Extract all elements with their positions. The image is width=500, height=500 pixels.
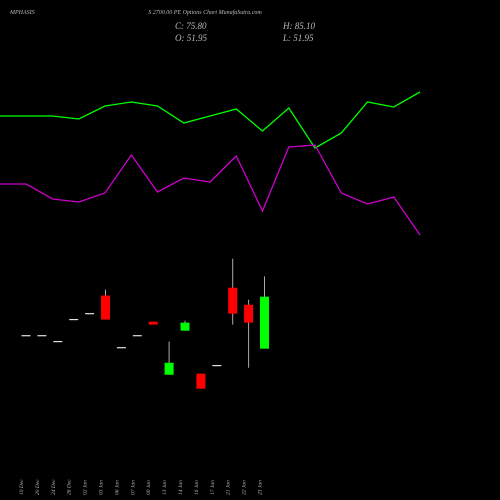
candle-body: [101, 295, 110, 320]
x-tick-label: 06 Jan: [114, 480, 120, 495]
x-tick-label: 26 Dec: [67, 479, 73, 495]
candle-body: [196, 373, 206, 389]
x-tick-label: 17 Jan: [210, 480, 216, 495]
candle-body: [116, 347, 126, 349]
candle-body: [228, 287, 238, 314]
candle-body: [85, 313, 95, 315]
x-tick-label: 09 Jan: [146, 480, 152, 495]
candle-body: [260, 296, 269, 349]
candle-body: [212, 364, 222, 367]
x-tick-label: 21 Jan: [226, 480, 232, 495]
candle-body: [37, 335, 47, 337]
ohlc-label: C: 75.80: [175, 21, 207, 31]
ohlc-label: O: 51.95: [175, 33, 207, 43]
chart-title: S 2700.00 PE Options Chart MunafaSutra.c…: [148, 9, 262, 16]
ohlc-label: H: 85.10: [282, 21, 315, 31]
candle-body: [21, 335, 31, 337]
symbol: MPHASIS: [9, 10, 35, 16]
candle-body: [180, 322, 190, 331]
ohlc-label: L: 51.95: [282, 33, 314, 43]
candle-body: [164, 362, 174, 375]
x-tick-label: 07 Jan: [130, 480, 136, 495]
x-tick-label: 13 Jan: [162, 480, 168, 495]
x-tick-label: 20 Dec: [35, 479, 41, 495]
candle-body: [53, 340, 63, 343]
x-tick-label: 16 Jan: [194, 480, 200, 495]
candle-body: [244, 304, 254, 323]
x-tick-label: 22 Jan: [242, 480, 248, 495]
candle-body: [132, 335, 142, 337]
x-tick-label: 03 Jan: [99, 480, 105, 495]
candle-body: [148, 321, 158, 325]
candle-body: [69, 318, 79, 321]
x-tick-label: 23 Jan: [258, 480, 264, 495]
x-tick-label: 19 Dec: [19, 479, 25, 495]
indicator-line: [0, 144, 421, 236]
indicator-line: [0, 91, 421, 149]
x-tick-label: 24 Dec: [50, 479, 57, 495]
x-tick-label: 02 Jan: [83, 480, 89, 495]
x-tick-label: 14 Jan: [177, 480, 184, 495]
